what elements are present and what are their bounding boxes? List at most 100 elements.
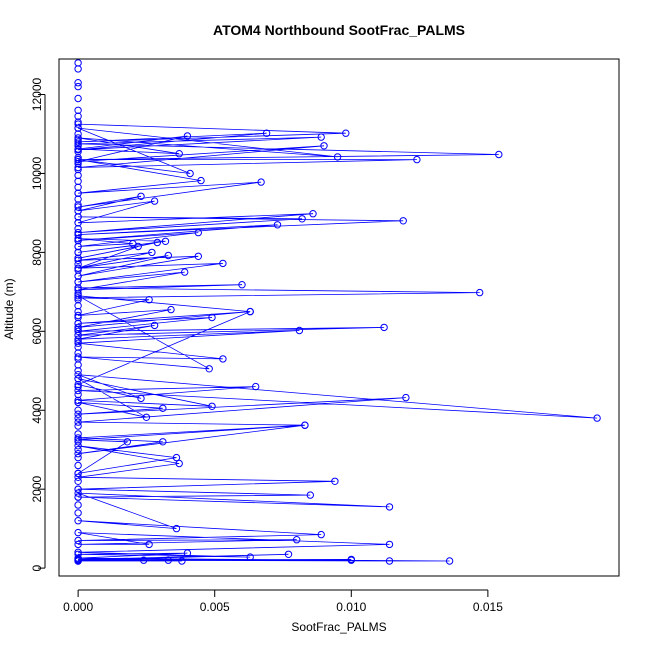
data-point — [74, 323, 82, 332]
data-point — [257, 178, 265, 186]
data-point — [164, 556, 173, 564]
data-point — [320, 142, 328, 150]
data-point — [74, 353, 82, 361]
data-point — [74, 371, 82, 379]
data-point — [74, 339, 82, 347]
data-point — [74, 159, 82, 168]
data-point — [273, 221, 282, 229]
chart-title: ATOM4 Northbound SootFrac_PALMS — [213, 22, 465, 38]
x-tick-label: 0.010 — [336, 600, 366, 614]
data-point — [74, 292, 82, 300]
data-point — [317, 133, 325, 141]
data-point — [150, 321, 159, 330]
data-point — [205, 365, 213, 373]
data-point — [194, 228, 203, 237]
data-point — [74, 94, 82, 103]
data-point — [74, 396, 82, 405]
data-point — [74, 65, 82, 73]
data-point — [164, 251, 173, 260]
data-point — [74, 311, 82, 320]
data-point — [74, 501, 82, 509]
data-point — [74, 536, 82, 545]
data-point — [74, 422, 82, 430]
plot-points — [74, 59, 601, 565]
data-point — [74, 163, 82, 172]
data-point — [402, 393, 410, 402]
data-point — [262, 129, 271, 137]
data-point — [74, 430, 82, 438]
data-point — [74, 82, 82, 91]
data-point — [301, 421, 309, 429]
data-point — [140, 556, 148, 564]
data-point — [74, 509, 82, 517]
data-point — [74, 382, 82, 391]
data-point — [74, 517, 82, 525]
data-point — [134, 242, 142, 251]
data-point — [159, 438, 167, 446]
x-tick-label: 0.005 — [200, 600, 230, 614]
x-axis-title: SootFrac_PALMS — [291, 620, 386, 634]
y-tick-label: 6000 — [30, 318, 44, 345]
y-tick-label: 12000 — [30, 78, 44, 112]
data-point — [145, 540, 153, 549]
data-point — [123, 438, 132, 446]
data-point — [74, 453, 82, 462]
data-point — [74, 256, 82, 264]
data-point — [317, 530, 325, 539]
data-point — [385, 540, 394, 549]
data-point — [593, 414, 601, 422]
data-point — [74, 398, 82, 407]
data-point — [74, 469, 82, 478]
data-point — [385, 557, 394, 565]
data-point — [74, 473, 82, 481]
data-point — [74, 335, 82, 343]
data-point — [380, 323, 388, 332]
data-point — [150, 197, 159, 205]
data-point — [74, 554, 82, 562]
data-point — [74, 248, 82, 257]
data-point — [74, 442, 82, 450]
data-point — [74, 242, 82, 251]
data-point — [309, 210, 317, 218]
x-tick-label: 0.015 — [473, 600, 503, 614]
data-point — [142, 413, 151, 421]
y-tick-label: 0 — [30, 564, 44, 571]
data-point — [74, 485, 82, 493]
data-point — [175, 150, 183, 158]
data-point — [74, 201, 82, 209]
data-point — [347, 555, 355, 564]
data-point — [74, 556, 82, 564]
data-point — [219, 355, 227, 363]
data-point — [208, 402, 216, 410]
data-point — [183, 549, 192, 557]
data-point — [145, 296, 153, 304]
data-point — [74, 414, 82, 422]
data-point — [74, 157, 82, 166]
data-point — [413, 155, 421, 164]
data-point — [175, 459, 183, 468]
data-point — [137, 192, 145, 201]
data-point — [74, 134, 82, 142]
data-point — [219, 259, 227, 268]
data-point — [306, 491, 314, 499]
data-point — [197, 176, 205, 185]
data-point — [74, 410, 82, 418]
data-point — [495, 150, 503, 159]
data-point — [74, 434, 82, 442]
data-point — [385, 503, 394, 511]
data-point — [399, 217, 407, 225]
data-point — [148, 248, 156, 257]
data-point — [74, 294, 82, 302]
data-point — [74, 142, 82, 150]
data-point — [178, 557, 186, 565]
plot-frame — [58, 58, 620, 577]
data-point — [74, 477, 82, 485]
data-point — [331, 477, 339, 485]
data-point — [74, 264, 82, 272]
data-point — [238, 281, 246, 289]
data-point — [74, 450, 82, 458]
data-point — [74, 406, 82, 414]
data-point — [74, 195, 82, 203]
data-point — [74, 120, 82, 128]
data-point — [74, 367, 82, 375]
